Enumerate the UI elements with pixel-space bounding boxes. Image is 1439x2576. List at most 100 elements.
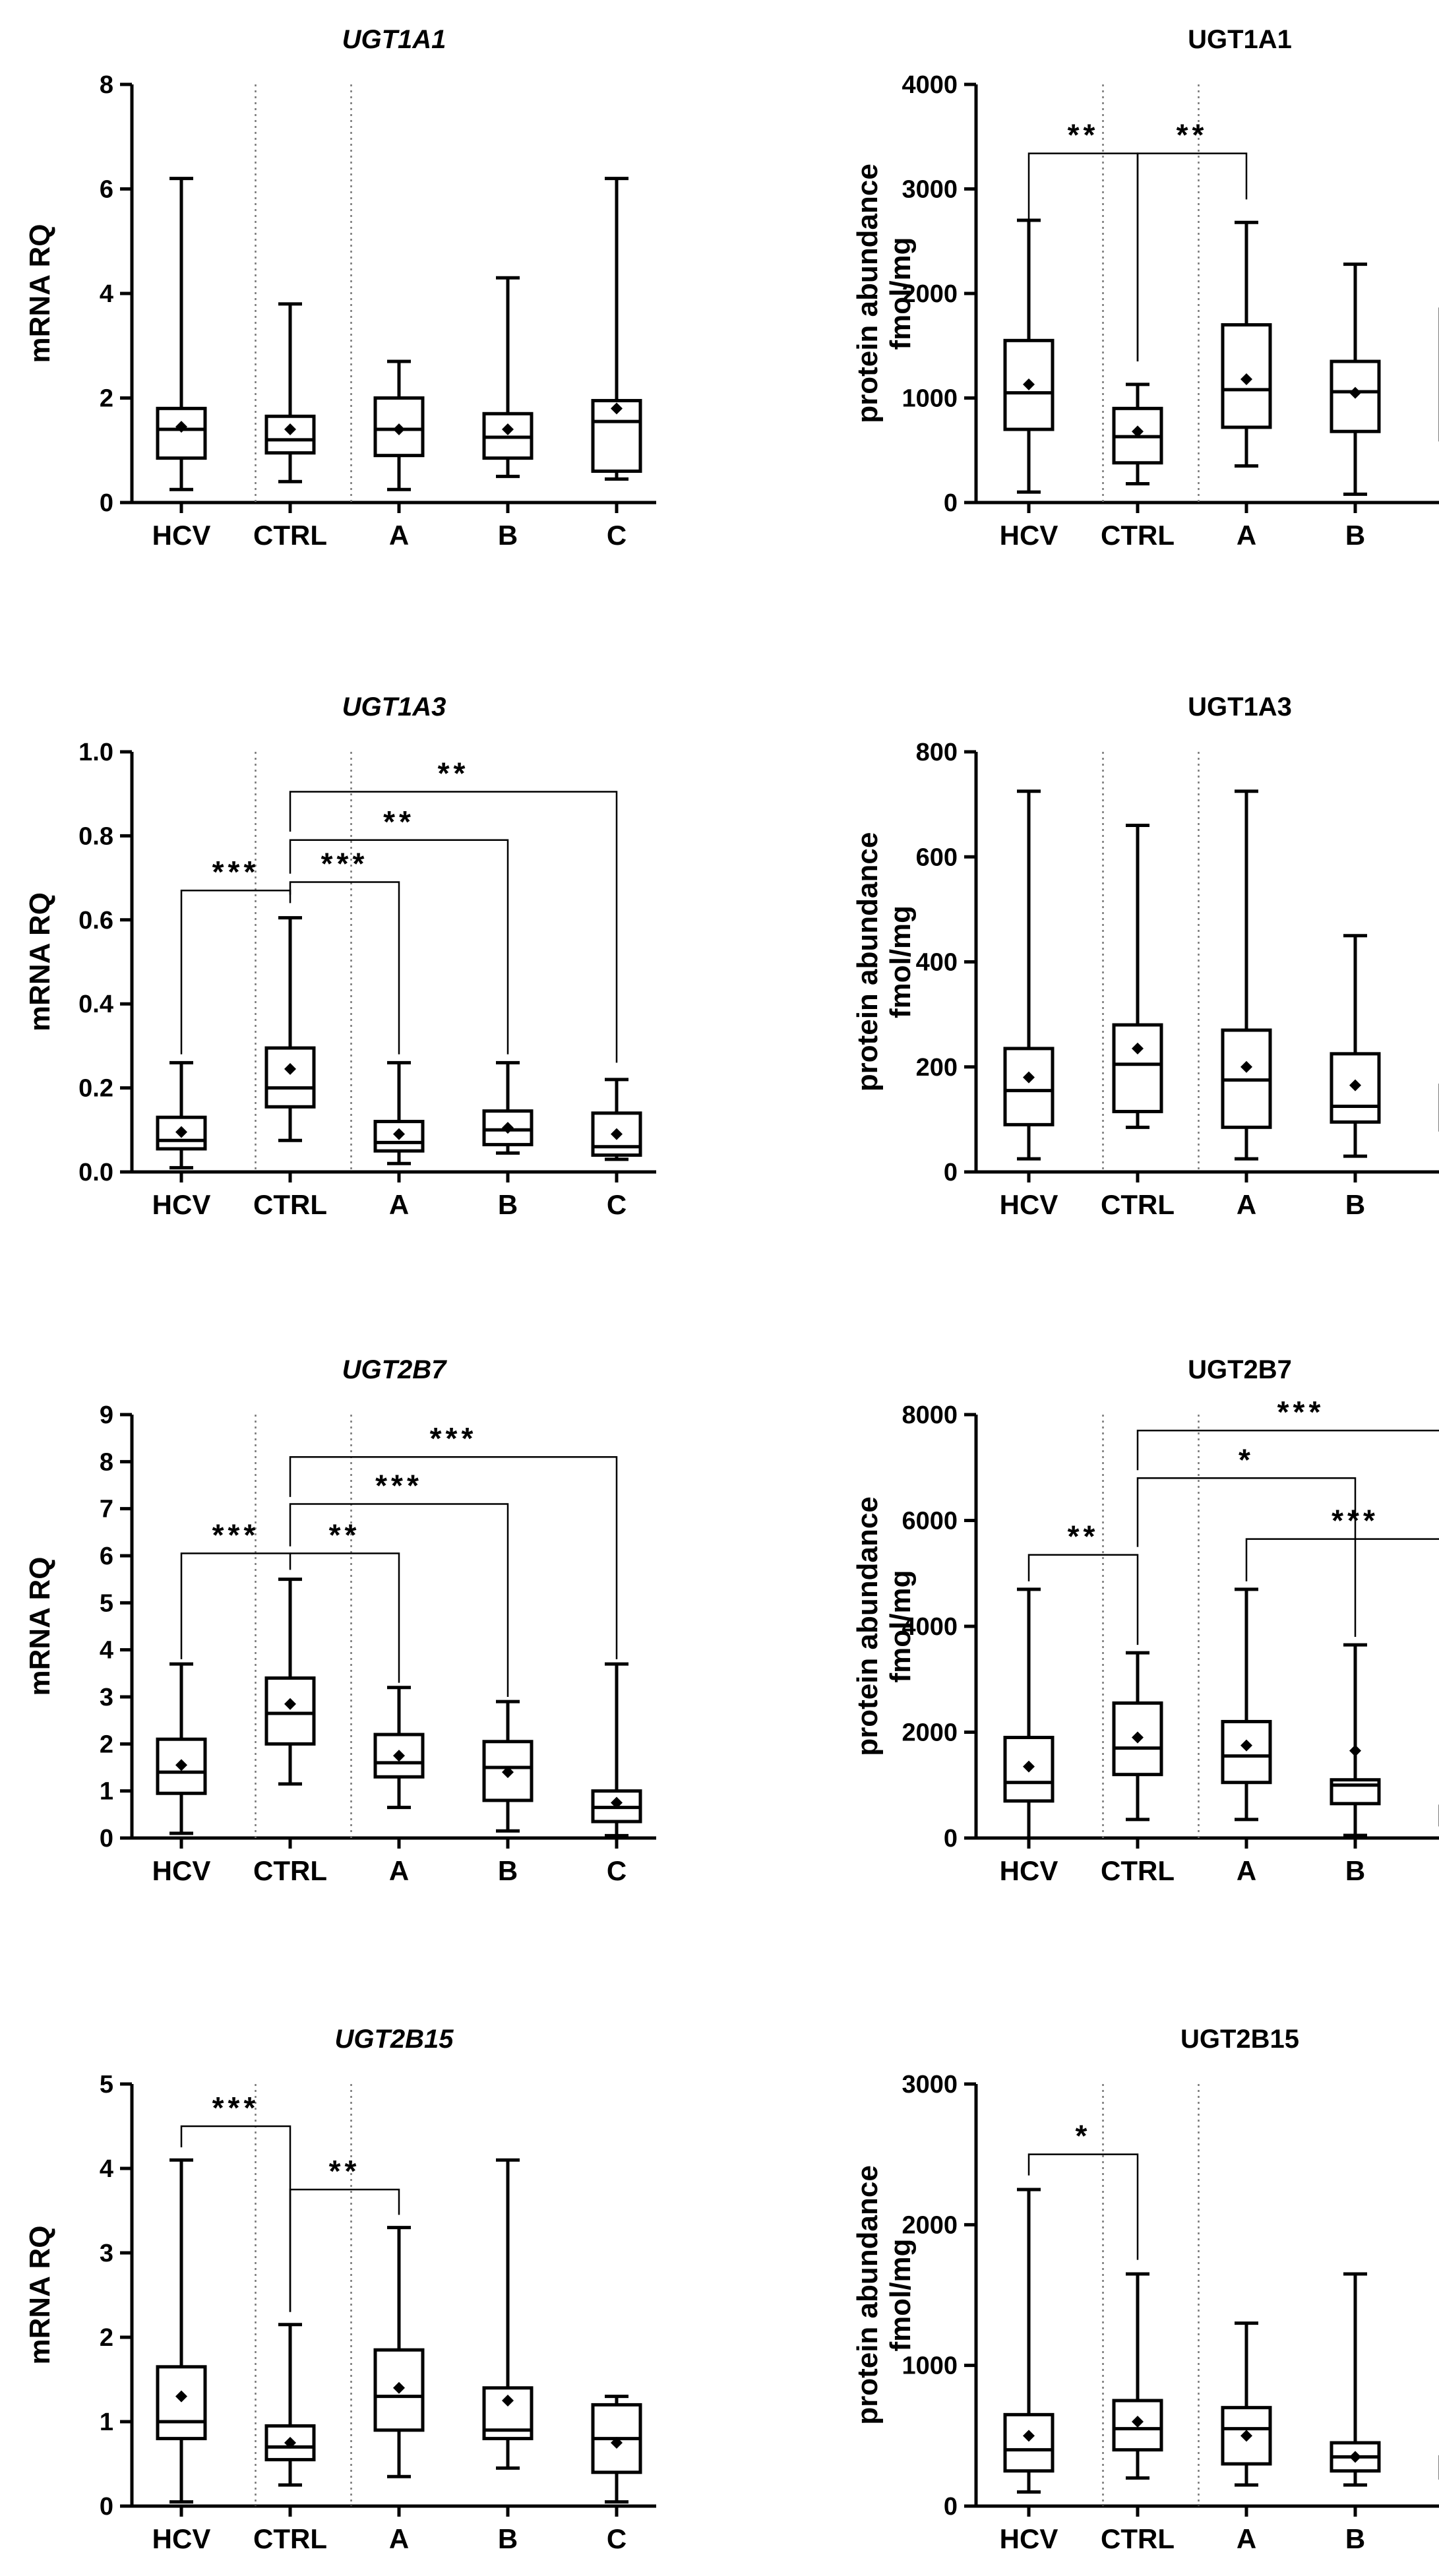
mean-marker	[611, 1128, 623, 1140]
mean-marker	[1023, 1071, 1035, 1084]
y-axis-label: mRNA RQ	[24, 892, 56, 1031]
box-hcv	[1003, 2188, 1055, 2494]
box-ctrl	[1112, 383, 1163, 485]
significance-bracket: **	[289, 805, 509, 1055]
y-tick-label: 0	[944, 2493, 958, 2521]
category-label: A	[389, 1189, 409, 1220]
category-label: A	[389, 2523, 409, 2554]
y-axis-label: mRNA RQ	[24, 1556, 56, 1696]
y-tick-label: 2	[100, 385, 113, 413]
significance-label: ***	[1277, 1395, 1325, 1429]
category-label: C	[607, 1855, 627, 1886]
y-tick-label: 0	[944, 1825, 958, 1853]
mean-marker	[1349, 1079, 1361, 1091]
y-tick-label: 0	[100, 489, 113, 517]
chart-panel-2: UGT1A1 protein abundance fmol/mg 0 1000 2000 3…	[851, 25, 1439, 551]
bracket-line	[180, 2125, 291, 2312]
significance-bracket: ***	[1245, 1504, 1439, 1581]
category-label: C	[607, 1189, 627, 1220]
box-ctrl	[1112, 823, 1163, 1129]
category-label: CTRL	[1101, 520, 1175, 551]
bracket-line	[180, 1552, 291, 1659]
y-axis-label: mRNA RQ	[24, 2225, 56, 2364]
y-tick-label: 1000	[902, 2352, 958, 2380]
significance-label: **	[1068, 118, 1099, 152]
mean-marker	[502, 2395, 514, 2407]
y-tick-label: 2000	[902, 2211, 958, 2239]
y-tick-label: 1000	[902, 385, 958, 413]
mean-marker	[1240, 373, 1252, 385]
mean-marker	[1349, 1744, 1361, 1757]
box-c	[591, 2395, 642, 2504]
mean-marker	[175, 2390, 187, 2403]
significance-bracket: **	[289, 2154, 400, 2312]
mean-marker	[1349, 386, 1361, 399]
bracket-line	[289, 791, 618, 1063]
chart-title: UGT2B7	[342, 1355, 448, 1384]
category-label: HCV	[152, 1189, 211, 1220]
y-tick-label: 7	[100, 1496, 113, 1523]
bracket-line	[290, 1552, 400, 1683]
mean-marker	[393, 2381, 405, 2394]
category-label: HCV	[1000, 2523, 1058, 2554]
y-tick-label: 0.4	[78, 991, 113, 1018]
y-tick-label: 4000	[902, 71, 958, 99]
significance-bracket: **	[290, 1518, 400, 1683]
category-label: CTRL	[1101, 1189, 1175, 1220]
mean-marker	[1132, 2416, 1144, 2428]
significance-label: ***	[212, 1518, 260, 1552]
mean-marker	[502, 1766, 514, 1779]
significance-label: **	[329, 1518, 361, 1552]
mean-marker	[175, 1759, 187, 1771]
y-tick-label: 2	[100, 2324, 113, 2352]
mean-marker	[284, 423, 296, 436]
y-tick-label: 0.0	[78, 1159, 113, 1186]
chart-title: UGT2B7	[1188, 1355, 1292, 1384]
bracket-line	[1136, 1429, 1439, 1471]
category-label: CTRL	[253, 1189, 327, 1220]
y-axis-label: protein abundance	[851, 1496, 884, 1756]
box-hcv	[156, 177, 207, 491]
y-tick-label: 2	[100, 1731, 113, 1758]
box-iqr	[1003, 2412, 1055, 2473]
mean-marker	[1240, 1739, 1252, 1752]
significance-bracket: **	[1027, 1519, 1139, 1645]
box-a	[373, 1686, 425, 1810]
y-tick-label: 4	[100, 280, 113, 308]
box-ctrl	[1112, 1651, 1163, 1822]
category-label: CTRL	[253, 1855, 327, 1886]
mean-marker	[1240, 2430, 1252, 2442]
mean-marker	[1023, 2430, 1035, 2442]
significance-bracket: ***	[180, 855, 291, 1055]
box-iqr	[1221, 1719, 1272, 1785]
significance-label: *	[1076, 2119, 1091, 2153]
significance-bracket: ***	[1136, 1395, 1439, 1471]
significance-bracket: ***	[289, 1421, 618, 1659]
category-label: A	[1237, 2523, 1256, 2554]
category-label: C	[607, 2523, 627, 2554]
y-tick-label: 4	[100, 1637, 113, 1665]
chart-panel-3: UGT1A3 mRNA RQ 0.0 0.2 0.4 0.6 0.8 1.0 HCV CTRL A B…	[24, 692, 656, 1220]
box-a	[1221, 1587, 1272, 1822]
y-tick-label: 0.2	[78, 1075, 113, 1103]
box-hcv	[156, 2158, 207, 2504]
significance-bracket: *	[1136, 1442, 1357, 1638]
y-axis-label: mRNA RQ	[24, 224, 56, 363]
y-tick-label: 4000	[902, 1613, 958, 1641]
significance-label: ***	[1332, 1504, 1379, 1538]
category-label: HCV	[152, 520, 211, 551]
category-label: HCV	[1000, 520, 1058, 551]
box-a	[1221, 220, 1272, 468]
category-label: A	[1237, 520, 1256, 551]
y-tick-label: 0	[100, 1825, 113, 1853]
category-label: B	[1345, 2523, 1365, 2554]
category-label: C	[607, 520, 627, 551]
chart-panel-1: UGT1A1 mRNA RQ 0 2 4 6 8 HCV CTRL A B C	[24, 25, 656, 551]
box-b	[1330, 1643, 1381, 1837]
bracket-line	[1245, 1538, 1439, 1581]
chart-title: UGT1A1	[342, 25, 446, 54]
box-ctrl	[264, 1578, 316, 1786]
significance-bracket: **	[289, 756, 618, 1063]
significance-bracket: **	[1136, 118, 1248, 362]
y-tick-label: 0.6	[78, 907, 113, 935]
